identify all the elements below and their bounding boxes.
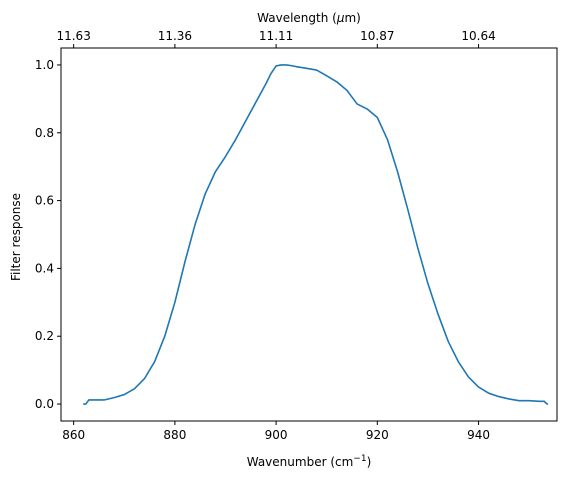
x-tick-label: 880 <box>163 428 186 442</box>
plot-frame <box>60 47 558 422</box>
series-line-0 <box>82 64 549 405</box>
y-axis-label: Filter response <box>9 193 23 281</box>
top-tick-label: 10.87 <box>360 29 394 43</box>
y-tick-label: 0.6 <box>35 194 54 208</box>
y-tick-label: 1.0 <box>35 58 54 72</box>
x-axis-label: Wavenumber (cm−1) <box>247 454 372 469</box>
y-tick-label: 0.4 <box>35 261 54 275</box>
top-tick-label: 10.64 <box>461 29 495 43</box>
x-tick-label: 920 <box>366 428 389 442</box>
top-tick-label: 11.11 <box>259 29 293 43</box>
x-tick-label: 940 <box>467 428 490 442</box>
y-tick-label: 0.0 <box>35 397 54 411</box>
top-axis-label: Wavelength (μm) <box>257 11 361 25</box>
x-tick-label: 900 <box>265 428 288 442</box>
x-tick-label: 860 <box>62 428 85 442</box>
top-tick-label: 11.63 <box>56 29 90 43</box>
axis-ticks: 860 880 900 920 940 0.0 0.2 0.4 0.6 0.8 1.0 11.63 11… <box>35 29 496 442</box>
y-tick-label: 0.8 <box>35 126 54 140</box>
top-tick-label: 11.36 <box>158 29 192 43</box>
y-tick-label: 0.2 <box>35 329 54 343</box>
chart-marks <box>82 64 549 405</box>
